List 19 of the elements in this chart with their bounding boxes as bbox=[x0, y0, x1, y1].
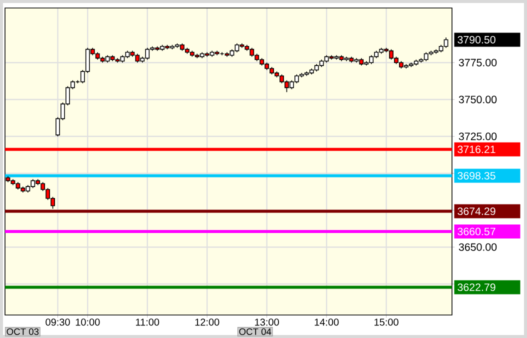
ref-line-label: 3622.79 bbox=[458, 283, 496, 292]
x-tick-label: 13:00 bbox=[255, 318, 279, 326]
y-tick-label: 3725.00 bbox=[458, 132, 497, 140]
ref-line-label: 3660.57 bbox=[458, 228, 496, 236]
y-tick-label: 3650.00 bbox=[458, 243, 497, 251]
text: OCT 04 bbox=[239, 328, 272, 335]
x-tick-label: 15:00 bbox=[374, 318, 398, 326]
y-tick-label: 3750.00 bbox=[458, 96, 497, 104]
text: OCT 03 bbox=[6, 328, 39, 335]
x-tick-label: 09:30 bbox=[46, 318, 70, 326]
ref-line-label: 3674.29 bbox=[458, 207, 496, 216]
ref-line-label: 3716.21 bbox=[458, 146, 496, 154]
x-tick-label: 10:00 bbox=[76, 318, 100, 326]
x-tick-label: 12:00 bbox=[195, 318, 220, 326]
ref-line-label: 3698.35 bbox=[458, 172, 496, 180]
y-tick-label: 3775.00 bbox=[458, 58, 497, 66]
x-tick-label: 11:00 bbox=[136, 318, 160, 326]
x-tick-label: 14:00 bbox=[314, 318, 339, 326]
text: 3790.50 bbox=[458, 36, 496, 44]
